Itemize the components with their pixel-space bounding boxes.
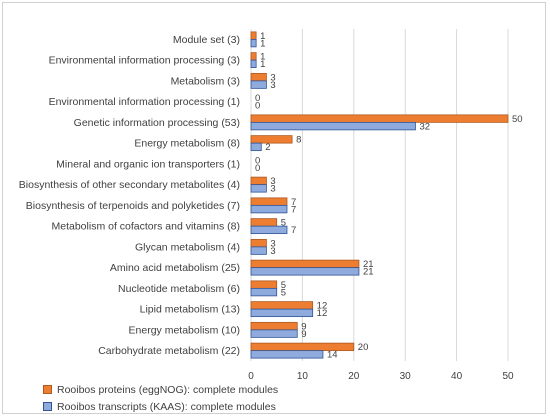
data-label-kaas: 7 (291, 204, 296, 215)
bar-eggnog (250, 238, 267, 248)
bar-eggnog (250, 197, 288, 206)
bar-kaas (250, 287, 278, 297)
data-label-kaas: 7 (291, 225, 296, 236)
bar-kaas (250, 267, 360, 276)
data-label-eggnog: 9 (301, 321, 306, 332)
bar-eggnog (250, 176, 267, 186)
data-label-eggnog: 3 (270, 176, 275, 187)
bar-kaas (250, 38, 257, 48)
chart-frame: Module set (3) Environmental information … (2, 2, 546, 414)
bar-eggnog (250, 52, 257, 61)
category-label: Energy metabolism (10) (129, 324, 240, 336)
x-tick-label-0: 0 (248, 371, 254, 382)
x-tick-labels: 0 10 20 30 40 50 (248, 371, 514, 382)
category-label: Nucleotide metabolism (6) (118, 283, 240, 295)
category-label: Genetic information processing (53) (74, 117, 240, 129)
bar-kaas (250, 350, 324, 359)
data-label-eggnog: 21 (363, 259, 374, 270)
data-label-kaas: 14 (327, 350, 338, 361)
data-label-eggnog: 8 (296, 135, 301, 146)
data-label-eggnog: 12 (317, 301, 328, 312)
x-tick-label-30: 30 (400, 371, 412, 382)
bar-kaas (250, 121, 416, 131)
legend-swatch-eggnog (43, 385, 52, 394)
data-label-kaas: 12 (317, 308, 328, 319)
bar-kaas (250, 308, 314, 318)
data-label-kaas: 3 (270, 80, 275, 91)
data-label-eggnog: 3 (270, 72, 275, 83)
data-label-kaas: 0 (255, 101, 260, 112)
data-label-kaas: 21 (363, 267, 374, 278)
data-label-kaas: 9 (301, 329, 306, 340)
data-label-kaas: 0 (255, 163, 260, 174)
category-label: Amino acid metabolism (25) (110, 262, 240, 274)
data-label-eggnog: 3 (270, 238, 275, 249)
bar-kaas (250, 80, 267, 89)
bar-kaas (250, 204, 288, 214)
data-label-eggnog: 7 (291, 197, 296, 208)
x-tick-label-50: 50 (502, 371, 514, 382)
bar-eggnog (250, 259, 360, 269)
bar-kaas (250, 59, 257, 69)
legend: Rooibos proteins (eggNOG): complete modu… (43, 383, 513, 417)
category-label: Metabolism of cofactors and vitamins (8) (52, 221, 241, 233)
bar-eggnog (250, 321, 298, 331)
legend-swatch-kaas (43, 402, 52, 411)
data-label-kaas: 3 (270, 246, 275, 257)
data-label-kaas: 1 (260, 38, 265, 49)
bar-kaas (250, 142, 262, 152)
bar-eggnog (250, 135, 293, 144)
category-label: Energy metabolism (8) (134, 138, 240, 150)
legend-label-eggnog: Rooibos proteins (eggNOG): complete modu… (57, 383, 279, 396)
category-label: Carbohydrate metabolism (22) (98, 345, 240, 357)
category-labels: Module set (3) Environmental information … (19, 34, 240, 357)
data-label-kaas: 5 (281, 287, 286, 298)
legend-item-eggnog: Rooibos proteins (eggNOG): complete modu… (43, 383, 513, 396)
category-label: Environmental information processing (3) (49, 55, 240, 67)
data-label-eggnog: 5 (281, 280, 286, 291)
category-label: Module set (3) (173, 34, 240, 46)
x-tick-label-10: 10 (297, 371, 309, 382)
data-label-eggnog: 0 (255, 93, 260, 104)
bar-eggnog (250, 301, 314, 310)
category-label: Biosynthesis of other secondary metaboli… (19, 179, 240, 191)
x-tick-label-40: 40 (451, 371, 463, 382)
category-label: Lipid metabolism (13) (140, 304, 240, 316)
bar-kaas (250, 329, 298, 338)
bar-eggnog (250, 218, 278, 227)
data-label-kaas: 32 (419, 121, 430, 132)
data-label-kaas: 2 (265, 142, 270, 153)
data-label-eggnog: 1 (260, 52, 265, 63)
x-tick-label-20: 20 (348, 371, 360, 382)
bar-eggnog (250, 342, 355, 352)
data-label-eggnog: 5 (281, 218, 286, 229)
category-label: Environmental information processing (1) (49, 96, 240, 108)
data-label-eggnog: 0 (255, 155, 260, 166)
data-label-eggnog: 50 (512, 114, 523, 125)
data-label-kaas: 1 (260, 59, 265, 70)
bar-eggnog (250, 114, 509, 123)
bar-kaas (250, 184, 267, 193)
legend-item-kaas: Rooibos transcripts (KAAS): complete mod… (43, 400, 513, 413)
category-label: Metabolism (3) (171, 75, 240, 87)
category-label: Glycan metabolism (4) (135, 241, 240, 253)
bars (250, 31, 509, 359)
bar-eggnog (250, 72, 267, 82)
data-label-eggnog: 20 (358, 342, 369, 353)
data-label-eggnog: 1 (260, 31, 265, 42)
bar-kaas (250, 225, 288, 235)
bar-kaas (250, 246, 267, 255)
data-label-kaas: 3 (270, 184, 275, 195)
bar-chart: Module set (3) Environmental information … (19, 29, 523, 382)
category-label: Biosynthesis of terpenoids and polyketid… (26, 200, 240, 212)
legend-label-kaas: Rooibos transcripts (KAAS): complete mod… (57, 400, 276, 413)
bar-eggnog (250, 31, 257, 40)
category-label: Mineral and organic ion transporters (1) (56, 158, 240, 170)
bar-eggnog (250, 280, 278, 289)
